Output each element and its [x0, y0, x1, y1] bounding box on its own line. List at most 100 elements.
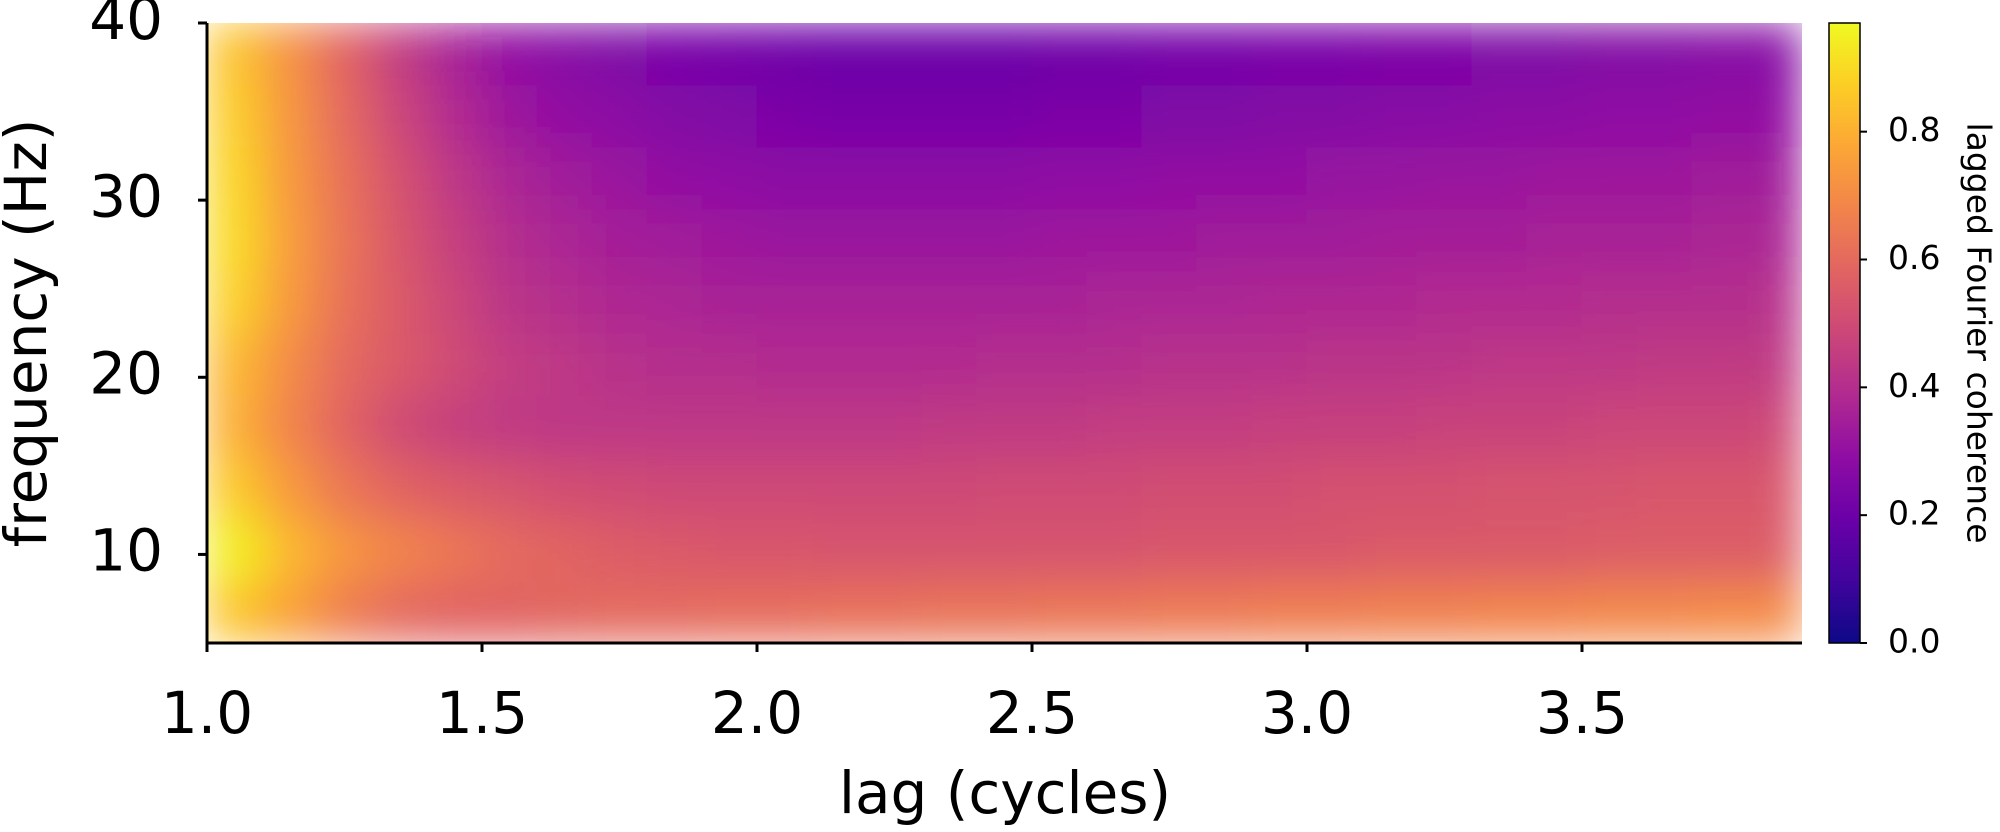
heatmap-cell: [371, 23, 428, 86]
heatmap-cell: [1031, 84, 1088, 148]
heatmap-cell: [1086, 84, 1143, 148]
heatmap-cell: [976, 518, 1033, 582]
heatmap-cell: [1251, 332, 1308, 396]
heatmap-cell: [811, 518, 868, 582]
heatmap-cell: [261, 456, 318, 520]
heatmap-cell: [1471, 518, 1528, 582]
heatmap-cell: [1251, 518, 1308, 582]
heatmap-cell: [481, 146, 538, 210]
y-tick-label: 10: [89, 517, 163, 585]
heatmap-cell: [207, 394, 263, 458]
heatmap-cell: [371, 456, 428, 520]
heatmap-cell: [1361, 23, 1418, 86]
heatmap-cell: [1526, 456, 1583, 520]
heatmap-cell: [1251, 84, 1308, 148]
heatmap-cell: [921, 208, 978, 272]
heatmap-cell: [1196, 23, 1253, 86]
heatmap-cell: [756, 518, 813, 582]
heatmap-cell: [316, 394, 373, 458]
heatmap-cell: [1581, 208, 1638, 272]
heatmap-cell: [536, 394, 593, 458]
heatmap-cell: [646, 146, 703, 210]
heatmap-cell: [811, 84, 868, 148]
heatmap-cell: [1306, 208, 1363, 272]
y-axis-label: frequency (Hz): [0, 119, 60, 548]
heatmap-cell: [1031, 580, 1088, 643]
heatmap-cell: [976, 270, 1033, 334]
heatmap-cell: [1746, 270, 1802, 334]
heatmap-cell: [1086, 456, 1143, 520]
heatmap-cell: [591, 456, 648, 520]
heatmap-cell: [866, 518, 923, 582]
colorbar: [1828, 22, 1861, 644]
heatmap-cell: [1306, 84, 1363, 148]
heatmap-cell: [976, 23, 1033, 86]
heatmap-cell: [756, 332, 813, 396]
heatmap-cell: [261, 580, 318, 643]
heatmap-cell: [426, 146, 483, 210]
heatmap-cell: [1031, 332, 1088, 396]
heatmap-cell: [811, 394, 868, 458]
heatmap-cell: [371, 146, 428, 210]
heatmap-cell: [261, 518, 318, 582]
heatmap-cell: [1526, 208, 1583, 272]
heatmap-cell: [1361, 332, 1418, 396]
heatmap-cell: [1581, 146, 1638, 210]
heatmap-cell: [811, 580, 868, 643]
heatmap-cell: [591, 394, 648, 458]
heatmap-cell: [1691, 394, 1748, 458]
heatmap-cell: [207, 332, 263, 396]
heatmap-cell: [261, 23, 318, 86]
heatmap-cell: [646, 394, 703, 458]
heatmap-cell: [1471, 332, 1528, 396]
heatmap-cell: [1526, 332, 1583, 396]
heatmap-cell: [1526, 270, 1583, 334]
heatmap-cell: [921, 456, 978, 520]
heatmap-cell: [1031, 208, 1088, 272]
heatmap-cell: [811, 332, 868, 396]
heatmap-cell: [976, 456, 1033, 520]
heatmap-cell: [591, 23, 648, 86]
heatmap-cell: [701, 146, 758, 210]
y-tick-label: 40: [89, 0, 163, 53]
heatmap-cell: [426, 23, 483, 86]
heatmap-cell: [1196, 394, 1253, 458]
heatmap-cell: [1746, 208, 1802, 272]
heatmap-cell: [701, 518, 758, 582]
heatmap-cell: [866, 580, 923, 643]
heatmap-cell: [701, 270, 758, 334]
heatmap-cell: [1251, 270, 1308, 334]
y-tick-label: 20: [89, 339, 163, 407]
heatmap-cell: [1471, 580, 1528, 643]
heatmap-cell: [1746, 332, 1802, 396]
heatmap-cell: [1636, 456, 1693, 520]
heatmap-cell: [316, 456, 373, 520]
heatmap-cell: [1636, 518, 1693, 582]
heatmap-cell: [1141, 518, 1198, 582]
heatmap-cell: [481, 456, 538, 520]
heatmap-cell: [591, 580, 648, 643]
x-tick-label: 3.0: [1261, 679, 1353, 747]
heatmap-cell: [811, 270, 868, 334]
heatmap-cell: [207, 23, 263, 86]
heatmap-cell: [866, 146, 923, 210]
heatmap-cell: [371, 580, 428, 643]
heatmap-cell: [1196, 84, 1253, 148]
heatmap-cell: [316, 23, 373, 86]
x-tick-label: 2.0: [711, 679, 803, 747]
heatmap-cell: [1691, 580, 1748, 643]
heatmap-cell: [756, 23, 813, 86]
heatmap-cell: [536, 580, 593, 643]
heatmap-cell: [1416, 332, 1473, 396]
heatmap-cell: [701, 332, 758, 396]
x-tick-label: 1.5: [436, 679, 528, 747]
heatmap-cell: [1141, 580, 1198, 643]
heatmap-cell: [1361, 518, 1418, 582]
y-tick-label: 30: [89, 162, 163, 230]
heatmap-cell: [1526, 146, 1583, 210]
heatmap-cell: [316, 270, 373, 334]
x-tick-label: 3.5: [1536, 679, 1628, 747]
heatmap-cell: [316, 332, 373, 396]
heatmap-cell: [976, 84, 1033, 148]
